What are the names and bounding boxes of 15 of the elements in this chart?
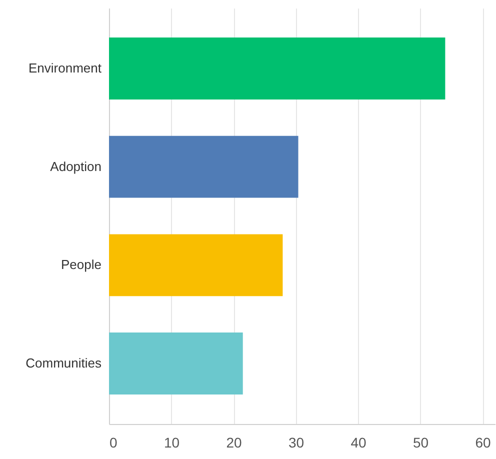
x-tick-label: 40 — [350, 434, 367, 450]
x-tick-label: 10 — [164, 434, 180, 450]
bar — [109, 234, 283, 296]
bar — [109, 38, 446, 100]
x-tick-label: 20 — [226, 434, 242, 450]
x-tick-label: 0 — [110, 434, 118, 450]
y-tick-label: People — [61, 257, 102, 272]
x-tick-label: 50 — [413, 434, 429, 450]
y-tick-label: Environment — [28, 60, 102, 76]
bar — [109, 136, 298, 198]
y-tick-label: Adoption — [50, 158, 102, 174]
x-tick-label: 60 — [475, 434, 492, 450]
x-tick-label: 30 — [288, 434, 304, 450]
y-tick-label: Communities — [26, 356, 102, 371]
bar — [109, 332, 243, 394]
